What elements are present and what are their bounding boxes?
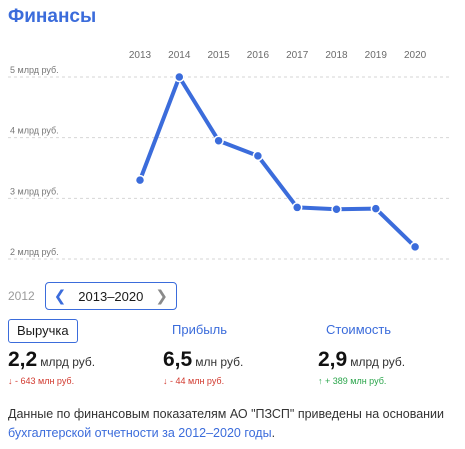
metric-profit-value: 6,5 xyxy=(163,348,193,371)
x-tick-label: 2014 xyxy=(168,50,191,61)
metric-value-unit: млрд руб. xyxy=(350,355,406,369)
data-point[interactable] xyxy=(409,241,421,253)
chevron-left-icon[interactable]: ❮ xyxy=(53,287,67,305)
series-line xyxy=(138,75,418,249)
tab-value[interactable]: Стоимость xyxy=(326,322,392,337)
y-tick-label: 2 млрд руб. xyxy=(10,247,59,257)
data-point[interactable] xyxy=(291,202,303,213)
chevron-right-icon[interactable]: ❯ xyxy=(155,287,168,305)
footnote-end: . xyxy=(271,426,276,440)
metric-profit-unit: млн руб. xyxy=(195,355,244,369)
metric-tabs: Выручка Прибыль Стоимость xyxy=(8,319,458,343)
metric-revenue-unit: млрд руб. xyxy=(40,355,96,369)
metric-revenue: 2,2 млрд руб. ↓ - 643 млн руб. xyxy=(8,348,95,386)
data-point[interactable] xyxy=(252,150,264,162)
y-tick-label: 5 млрд руб. xyxy=(10,65,59,75)
metric-revenue-delta: ↓ - 643 млн руб. xyxy=(8,376,75,386)
data-point[interactable] xyxy=(134,174,146,186)
data-point[interactable] xyxy=(174,71,185,83)
x-tick-label: 2017 xyxy=(286,50,309,61)
page-title: Финансы xyxy=(8,6,97,27)
data-point[interactable] xyxy=(331,204,342,215)
period-range-label: 2013–2020 xyxy=(78,288,144,304)
x-tick-label: 2015 xyxy=(207,50,230,61)
data-point[interactable] xyxy=(370,203,382,214)
metric-revenue-value: 2,2 xyxy=(8,348,38,371)
x-tick-label: 2019 xyxy=(365,50,388,61)
period-navigator: 2012 ❮ 2013–2020 ❯ xyxy=(8,282,177,310)
metric-value: 2,9 млрд руб. ↑ + 389 млн руб. xyxy=(318,348,405,386)
accounting-report-link[interactable]: бухгалтерской отчетности за 2012–2020 го… xyxy=(8,426,272,440)
previous-year-label[interactable]: 2012 xyxy=(8,289,35,303)
tab-profit[interactable]: Прибыль xyxy=(172,322,227,337)
metric-profit-delta: ↓ - 44 млн руб. xyxy=(163,376,225,386)
data-point[interactable] xyxy=(213,135,224,146)
metric-value-value: 2,9 xyxy=(318,348,348,371)
x-tick-label: 2020 xyxy=(404,50,427,61)
x-tick-label: 2016 xyxy=(247,50,270,61)
metric-value-delta: ↑ + 389 млн руб. xyxy=(318,376,387,386)
metric-profit: 6,5 млн руб. ↓ - 44 млн руб. xyxy=(163,348,243,386)
revenue-line-chart: 2013 2014 2015 2016 2017 2018 2019 2020 2 млрд … xyxy=(8,50,450,260)
period-range-selector: ❮ 2013–2020 ❯ xyxy=(44,282,177,310)
x-tick-label: 2018 xyxy=(325,50,348,61)
y-tick-label: 4 млрд руб. xyxy=(10,126,59,136)
y-tick-label: 3 млрд руб. xyxy=(10,186,59,196)
data-source-note: Данные по финансовым показателям АО "ПЗС… xyxy=(8,405,458,443)
footnote-text: Данные по финансовым показателям АО "ПЗС… xyxy=(8,407,445,421)
x-tick-label: 2013 xyxy=(129,50,152,61)
tab-revenue[interactable]: Выручка xyxy=(8,319,78,343)
